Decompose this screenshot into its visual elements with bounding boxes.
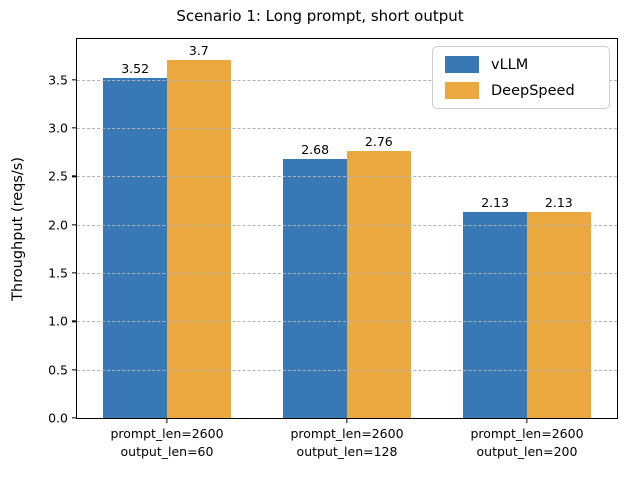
deepspeed-color-swatch	[445, 82, 479, 99]
bar-deepspeed-0: 3.7	[166, 43, 231, 418]
gridline-y-0.5	[77, 369, 617, 371]
ytick-label-3.5: 3.5	[48, 72, 68, 88]
ytick-label-2.5: 2.5	[48, 168, 68, 184]
chart-title: Scenario 1: Long prompt, short output	[176, 7, 464, 25]
y-axis-label: Throughput (reqs/s)	[10, 156, 26, 301]
ytick-label-0.5: 0.5	[48, 362, 68, 378]
ytick-mark-2.5	[72, 175, 77, 177]
bar-value-label: 2.13	[481, 195, 510, 211]
xtick-label-2: prompt_len=2600 output_len=200	[470, 426, 584, 460]
bar-vllm-2: 2.13	[463, 195, 527, 418]
xtick-mark-0	[166, 418, 168, 423]
bar-value-label: 3.52	[121, 60, 150, 76]
bar-deepspeed-2: 2.13	[526, 195, 591, 418]
xtick-mark-2	[526, 418, 528, 423]
gridline-y-2.0	[77, 224, 617, 226]
legend-label-vllm: vLLM	[491, 56, 529, 73]
ytick-mark-1.5	[72, 272, 77, 274]
ytick-mark-3.0	[72, 127, 77, 129]
xtick-label-1: prompt_len=2600 output_len=128	[290, 426, 404, 460]
legend-label-deepspeed: DeepSpeed	[491, 82, 575, 99]
bar-group-1: 2.68 2.76	[257, 39, 437, 418]
gridline-y-2.5	[77, 176, 617, 178]
bar-value-label: 2.68	[301, 141, 330, 157]
legend-item-deepspeed: DeepSpeed	[445, 82, 597, 99]
ytick-mark-1.0	[72, 320, 77, 322]
ytick-label-1.0: 1.0	[48, 313, 68, 329]
legend: vLLM DeepSpeed	[432, 46, 610, 109]
bar-group-0: 3.52 3.7	[77, 39, 257, 418]
ytick-label-2.0: 2.0	[48, 217, 68, 233]
bar-value-label: 2.13	[544, 195, 573, 211]
ytick-mark-3.5	[72, 78, 77, 81]
bar-vllm-0: 3.52	[103, 61, 167, 418]
legend-item-vllm: vLLM	[445, 56, 597, 73]
gridline-y-3.5	[77, 79, 617, 81]
gridline-y-1.0	[77, 321, 617, 323]
bar-deepspeed-1: 2.76	[346, 134, 411, 418]
xtick-mark-1	[346, 418, 348, 423]
ytick-label-0.0: 0.0	[48, 410, 68, 426]
ytick-label-3.0: 3.0	[48, 120, 68, 136]
ytick-label-1.5: 1.5	[48, 265, 68, 281]
bar-value-label: 3.7	[188, 43, 209, 59]
bar-value-label: 2.76	[364, 134, 393, 150]
bar-vllm-1: 2.68	[283, 142, 347, 418]
y-axis-label-wrap: Throughput (reqs/s)	[6, 38, 30, 419]
vllm-color-swatch	[445, 56, 479, 73]
ytick-mark-0.0	[72, 417, 77, 419]
gridline-y-1.5	[77, 272, 617, 274]
gridline-y-3.0	[77, 127, 617, 129]
bar-group-2: 2.13 2.13	[437, 39, 617, 418]
ytick-mark-0.5	[72, 369, 77, 371]
xtick-label-0: prompt_len=2600 output_len=60	[110, 426, 224, 460]
ytick-mark-2.0	[72, 223, 77, 226]
